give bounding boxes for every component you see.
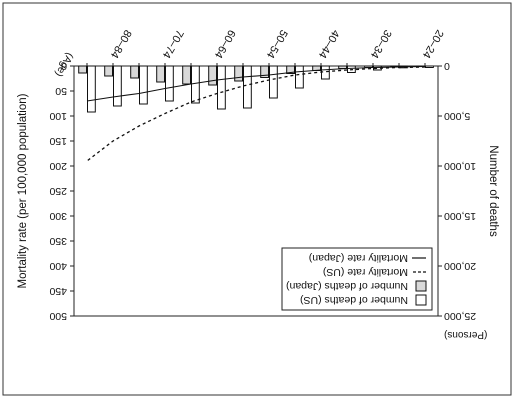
bar-deaths-japan	[208, 65, 217, 86]
left-axis-tick-label: 5,000	[444, 110, 470, 122]
right-axis-tick-label: 50	[55, 85, 67, 97]
category-tick-label: 80–84	[108, 28, 134, 60]
bar-deaths-japan	[104, 65, 113, 77]
legend-label: Number of deaths (Japan)	[286, 280, 408, 292]
category-tick-label: 40–44	[316, 28, 342, 60]
bar-deaths-japan	[260, 65, 269, 78]
category-tick-label: 60–64	[212, 28, 238, 60]
right-axis-tick-label: 150	[49, 135, 67, 147]
bar-deaths-us	[138, 65, 148, 105]
bar-deaths-japan	[78, 65, 87, 74]
right-axis-tick-label: 300	[49, 210, 67, 222]
right-axis-tick-label: 100	[49, 110, 67, 122]
line-mortality-japan	[86, 65, 426, 102]
right-axis-title: Mortality rate (per 100,000 population)	[17, 93, 29, 288]
category-axis-title: (Age)	[53, 51, 76, 79]
legend-label: Mortality rate (US)	[323, 266, 408, 278]
left-axis-title: Number of deaths	[487, 145, 499, 237]
legend-label: Number of deaths (US)	[300, 294, 408, 306]
bar-deaths-us	[295, 65, 304, 89]
legend-label: Mortality rate (Japan)	[309, 252, 408, 264]
category-tick-label: 70–74	[160, 28, 186, 60]
right-axis-tick-label: 200	[49, 160, 67, 172]
right-axis-tick-label: 400	[49, 260, 67, 272]
left-axis-unit: (Persons)	[444, 329, 487, 340]
bar-deaths-us	[112, 65, 122, 107]
rotated-plot-group: 0 5,000 10,000 15,000 20,000 25,000 (Persons) N…	[17, 28, 499, 340]
bar-deaths-us	[269, 65, 278, 99]
bar-deaths-us	[86, 65, 96, 113]
bar-deaths-us	[242, 65, 252, 109]
right-axis-tick-label: 500	[49, 310, 67, 322]
bar-deaths-japan	[182, 65, 191, 85]
legend-symbol	[415, 280, 427, 292]
bar-deaths-japan	[234, 65, 243, 82]
right-axis-tick-label: 350	[49, 235, 67, 247]
legend-box	[281, 247, 433, 311]
bar-deaths-us	[164, 65, 174, 102]
line-mortality-us	[86, 66, 426, 162]
right-axis-tick-label: 250	[49, 185, 67, 197]
left-axis-tick-label: 10,000	[444, 160, 476, 172]
right-axis-tick-label: 0	[61, 60, 67, 72]
bar-deaths-us	[216, 65, 226, 110]
right-axis-tick-label: 450	[49, 285, 67, 297]
category-tick-label: 20–24	[420, 28, 446, 60]
left-axis-tick-label: 20,000	[444, 260, 476, 272]
bar-deaths-us	[425, 65, 434, 68]
left-axis-tick-label: 25,000	[444, 310, 476, 322]
legend-symbol	[415, 294, 427, 306]
bar-deaths-us	[190, 65, 200, 104]
bar-deaths-japan	[156, 65, 165, 83]
left-axis-tick-label: 15,000	[444, 210, 476, 222]
bar-deaths-japan	[130, 65, 139, 79]
bar-deaths-japan	[286, 65, 295, 74]
category-tick-label: 30–34	[368, 28, 394, 60]
left-axis-tick-label: 0	[444, 60, 450, 72]
category-tick-label: 50–54	[264, 28, 290, 60]
